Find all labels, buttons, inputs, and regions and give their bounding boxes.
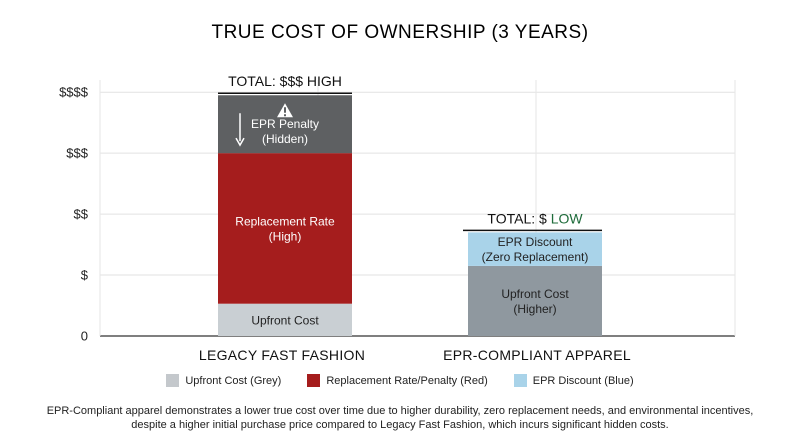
total-label: TOTAL: $$$ HIGH xyxy=(228,73,342,89)
bars xyxy=(218,95,602,336)
y-axis-ticks: 0$$$$$$$$$$ xyxy=(59,85,89,344)
y-tick-label: $$$ xyxy=(66,146,88,161)
legend-item: Upfront Cost (Grey) xyxy=(166,374,281,387)
segment-label: (Higher) xyxy=(513,302,556,316)
segment-label: (Hidden) xyxy=(262,132,308,146)
down-arrow-icon xyxy=(235,113,245,147)
warning-icon xyxy=(277,103,293,118)
legend-item: EPR Discount (Blue) xyxy=(513,374,634,387)
segment-label: Upfront Cost xyxy=(501,287,569,301)
chart-title: TRUE COST OF OWNERSHIP (3 YEARS) xyxy=(211,22,588,43)
segment-label: EPR Discount xyxy=(498,235,573,249)
segment-labels: Upfront Cost Replacement Rate(High) EPR Pe… xyxy=(235,103,588,327)
cost-chart: TRUE COST OF OWNERSHIP (3 YEARS) 0$$$$$$… xyxy=(59,22,736,363)
y-tick-label: $$ xyxy=(74,207,89,222)
bar-segment-upfront-cost xyxy=(218,303,352,336)
legend-label: EPR Discount (Blue) xyxy=(532,374,634,387)
y-tick-label: $ xyxy=(81,268,89,283)
legend-label: Replacement Rate/Penalty (Red) xyxy=(326,374,488,387)
segment-label: Upfront Cost xyxy=(251,313,319,327)
total-label: TOTAL: $ LOW xyxy=(487,210,583,226)
bar-segment-epr-discount xyxy=(468,232,602,266)
total-label-prefix: TOTAL: $ xyxy=(487,210,550,226)
bar-totals: TOTAL: $$$ HIGH TOTAL: $ LOW xyxy=(218,73,602,232)
legend-label: Upfront Cost (Grey) xyxy=(185,374,282,387)
warning-icon-bar xyxy=(284,107,286,113)
category-labels: LEGACY FAST FASHION EPR-COMPLIANT APPAREL xyxy=(199,347,631,363)
legend-item: Replacement Rate/Penalty (Red) xyxy=(307,374,488,387)
bar-segment-replacement-rate xyxy=(218,153,352,304)
total-label-prefix: TOTAL: $$$ xyxy=(228,73,307,89)
segment-label: EPR Penalty xyxy=(251,117,319,131)
legend-swatch xyxy=(307,374,321,387)
y-tick-label: $$$$ xyxy=(59,85,89,100)
category-label: EPR-COMPLIANT APPAREL xyxy=(443,347,631,363)
legend: Upfront Cost (Grey) Replacement Rate/Pena… xyxy=(0,374,800,387)
category-label: LEGACY FAST FASHION xyxy=(199,347,365,363)
y-tick-label: 0 xyxy=(81,329,88,344)
legend-swatch xyxy=(166,374,180,387)
total-label-highlight: LOW xyxy=(551,210,584,226)
down-arrow-head xyxy=(235,137,245,147)
gridlines xyxy=(99,80,736,337)
legend-swatch xyxy=(513,374,527,387)
segment-label: Replacement Rate xyxy=(235,214,335,228)
warning-icon-dot xyxy=(284,114,286,117)
bar-segment-upfront-cost xyxy=(468,265,602,336)
chart-caption: EPR-Compliant apparel demonstrates a low… xyxy=(46,405,754,431)
total-label-highlight: HIGH xyxy=(307,73,342,89)
segment-label: (High) xyxy=(269,229,302,243)
segment-label: (Zero Replacement) xyxy=(482,250,589,264)
